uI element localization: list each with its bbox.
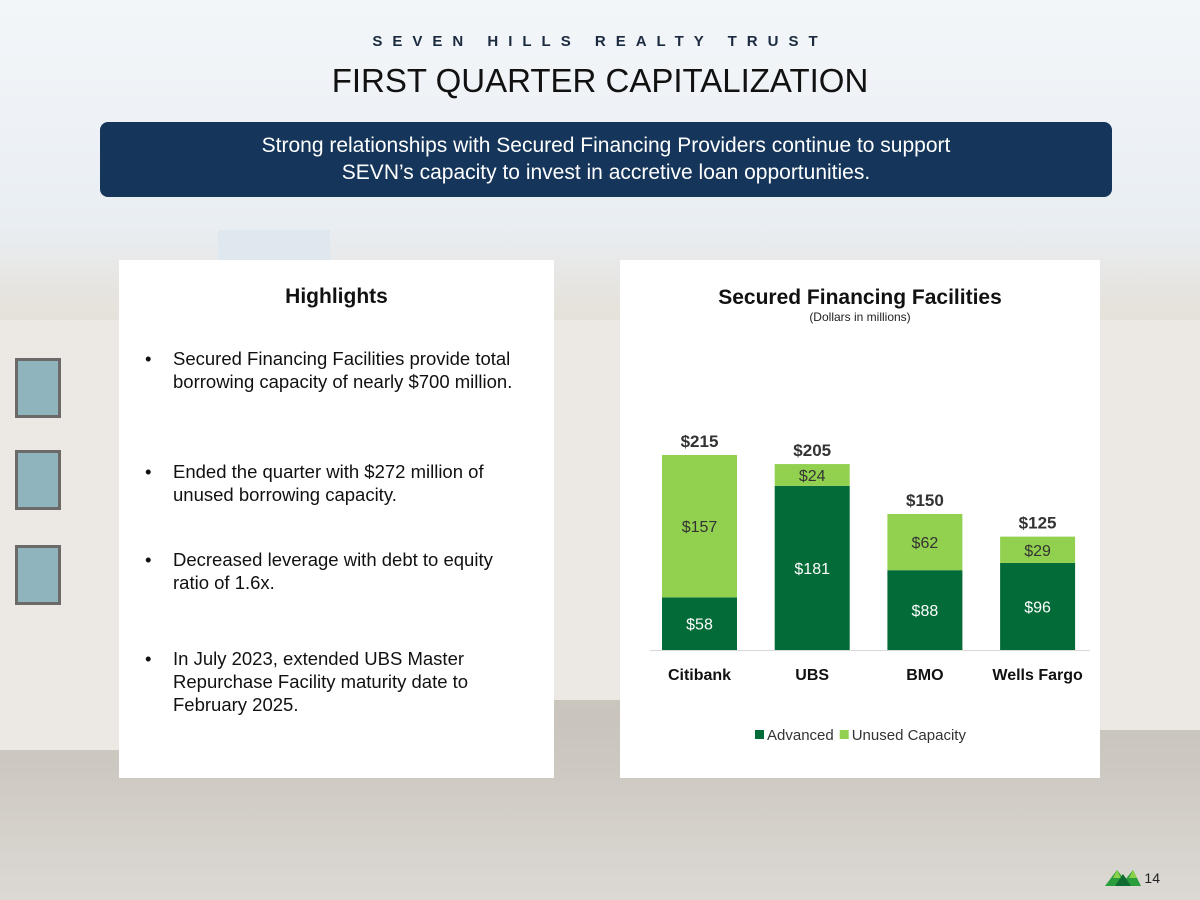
- data-label: $88: [912, 603, 939, 620]
- bar-segment-advanced: [887, 570, 963, 650]
- legend-swatch: [755, 730, 764, 739]
- bar-segment-advanced: [1000, 562, 1076, 650]
- data-label: $157: [682, 519, 718, 536]
- data-label: $181: [794, 561, 830, 578]
- background-window: [15, 358, 61, 418]
- highlight-item: In July 2023, extended UBS Master Repurc…: [145, 647, 525, 716]
- highlights-panel: Highlights Secured Financing Facilities …: [119, 260, 554, 778]
- data-label: $58: [686, 617, 713, 634]
- bar-segment-unused-capacity: [887, 513, 963, 571]
- background-pavement: [0, 780, 1200, 900]
- category-label: Citibank: [668, 667, 731, 684]
- highlight-item: Secured Financing Facilities provide tot…: [145, 347, 525, 460]
- page-number: 14: [1144, 870, 1160, 886]
- company-logo: [1105, 870, 1141, 886]
- legend-swatch: [839, 730, 849, 739]
- brand-name: SEVEN HILLS REALTY TRUST: [372, 33, 828, 50]
- data-label: $62: [912, 535, 939, 552]
- summary-banner: Strong relationships with Secured Financ…: [100, 122, 1112, 197]
- total-label: $125: [1019, 514, 1057, 533]
- total-label: $205: [793, 441, 831, 460]
- legend-label: Unused Capacity: [852, 727, 967, 744]
- stacked-bar-chart: $58 $157 $215 Citibank $181 $24 $205 UBS $88 $62 $…: [650, 432, 1090, 744]
- category-label: UBS: [795, 667, 829, 684]
- category-label: Wells Fargo: [992, 667, 1083, 684]
- highlight-item: Ended the quarter with $272 million of u…: [145, 460, 525, 548]
- total-label: $150: [906, 491, 944, 510]
- background-tower: [218, 230, 330, 260]
- total-label: $215: [681, 432, 719, 451]
- banner-line-1: Strong relationships with Secured Financ…: [261, 134, 951, 157]
- chart-subtitle: (Dollars in millions): [809, 310, 911, 324]
- bar-segment-unused-capacity: [1000, 536, 1076, 563]
- data-label: $24: [799, 468, 826, 485]
- banner-line-2: SEVN’s capacity to invest in accretive l…: [341, 161, 871, 184]
- chart-title: Secured Financing Facilities: [718, 286, 1002, 309]
- background-building-center: [554, 320, 620, 700]
- highlight-item: Decreased leverage with debt to equity r…: [145, 548, 525, 647]
- bar-segment-unused-capacity: [774, 464, 850, 486]
- background-window: [15, 545, 61, 605]
- bar-segment-unused-capacity: [662, 455, 737, 598]
- data-label: $29: [1024, 543, 1051, 560]
- legend-label: Advanced: [767, 727, 834, 744]
- bar-segment-advanced: [662, 597, 737, 650]
- data-label: $96: [1024, 599, 1051, 616]
- chart-panel: Secured Financing Facilities (Dollars in…: [620, 260, 1100, 778]
- background-window: [15, 450, 61, 510]
- background-building-right: [1100, 320, 1200, 730]
- highlights-title: Highlights: [285, 285, 388, 308]
- slide-title: FIRST QUARTER CAPITALIZATION: [331, 62, 869, 99]
- bar-segment-advanced: [774, 485, 850, 650]
- category-label: BMO: [906, 667, 943, 684]
